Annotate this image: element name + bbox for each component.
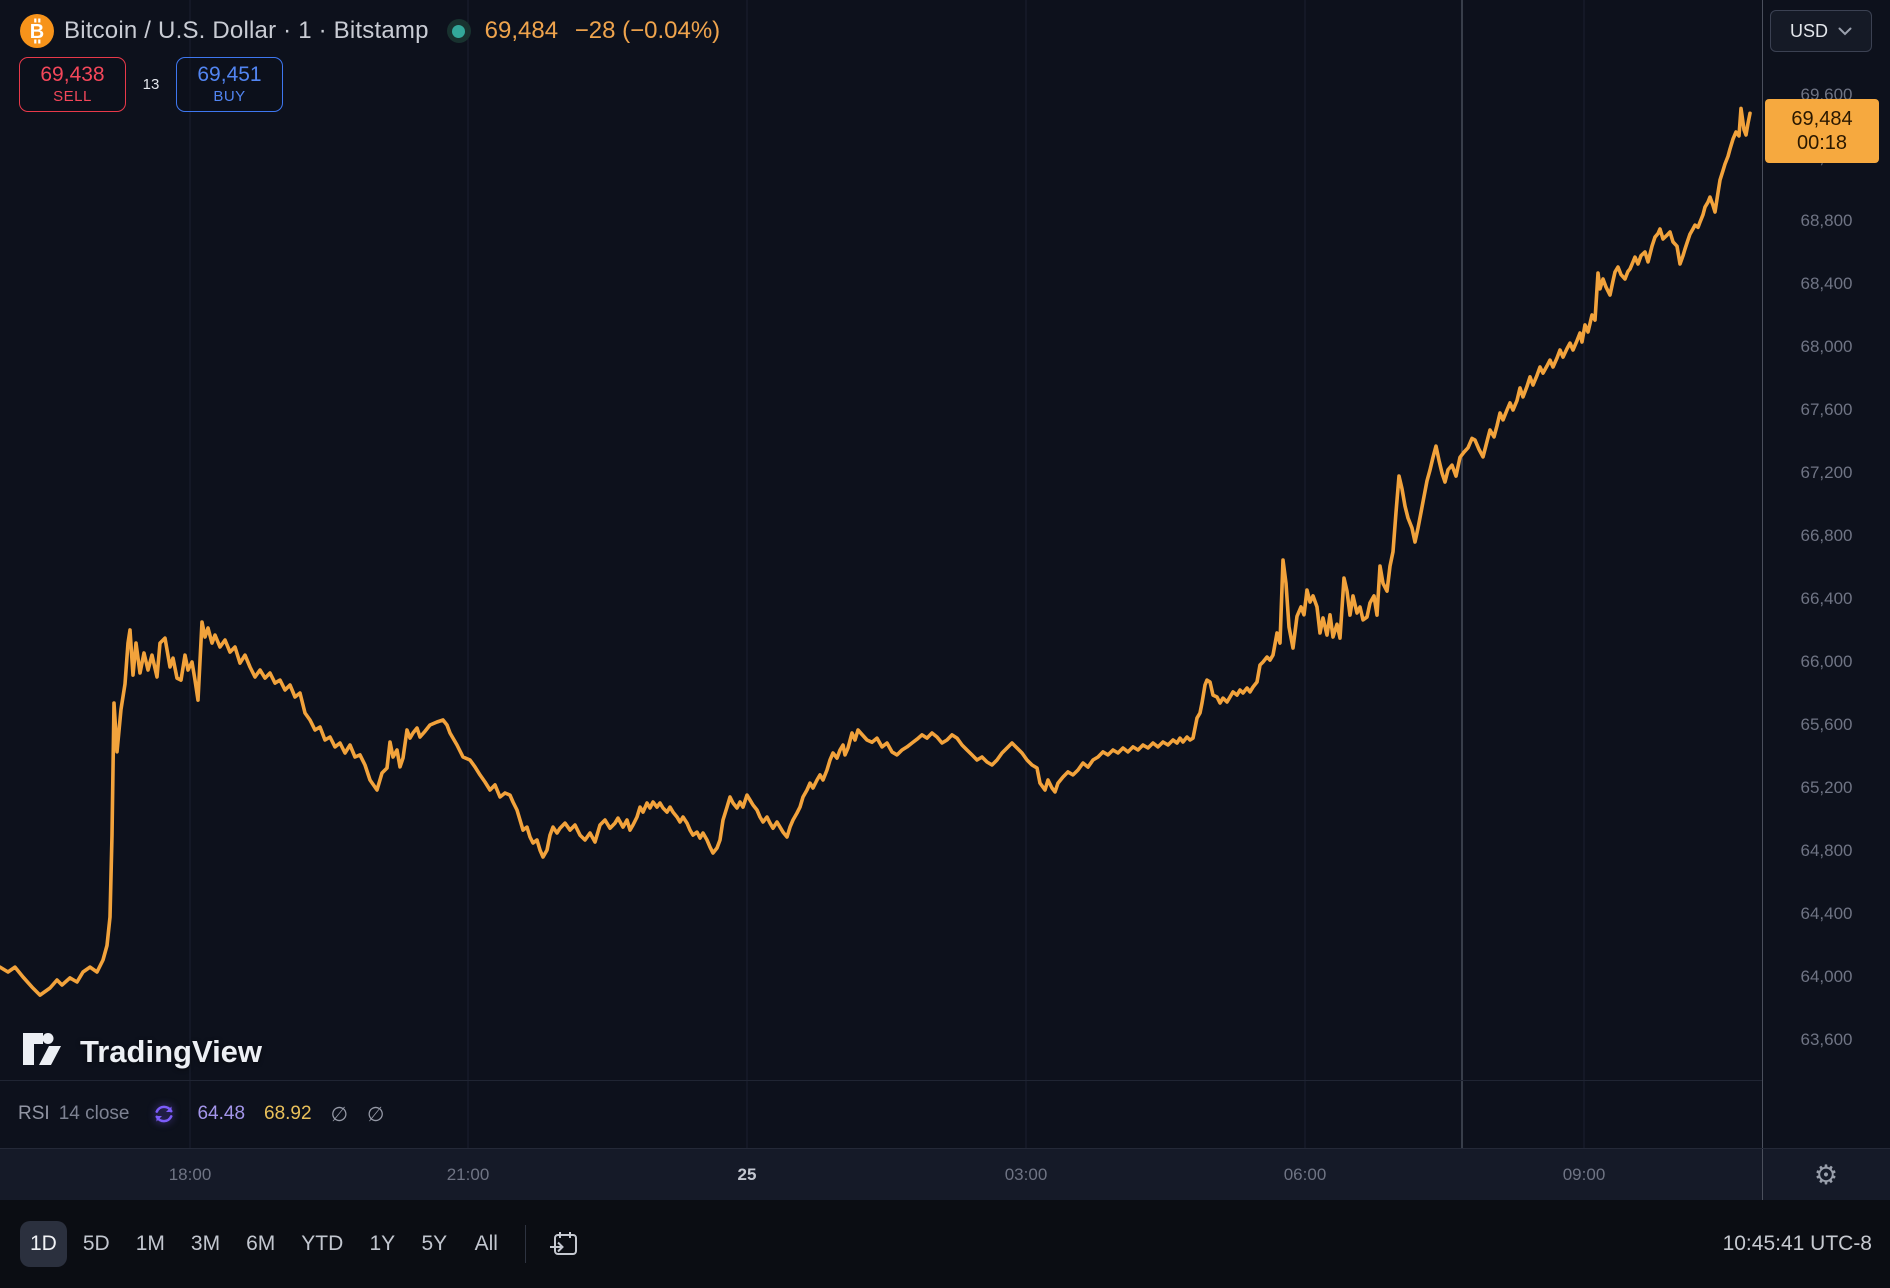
empty-set-icon: ∅ bbox=[366, 1103, 385, 1126]
range-button-1m[interactable]: 1M bbox=[135, 1232, 165, 1255]
symbol-title[interactable]: Bitcoin / U.S. Dollar · 1 · Bitstamp bbox=[64, 17, 429, 44]
bitcoin-icon: B bbox=[20, 14, 54, 48]
last-price-label: 69,484 00:18 bbox=[1765, 99, 1879, 163]
price-axis-label: 68,800 bbox=[1800, 211, 1853, 230]
buy-button[interactable]: 69,451 BUY bbox=[176, 57, 283, 112]
price-axis-label: 65,600 bbox=[1800, 715, 1853, 734]
sell-price: 69,438 bbox=[40, 63, 105, 86]
price-axis-label: 68,000 bbox=[1800, 337, 1853, 356]
price-axis-label: 66,000 bbox=[1800, 652, 1853, 671]
price-axis-label: 64,000 bbox=[1800, 967, 1853, 986]
time-axis-divider bbox=[1762, 1149, 1763, 1201]
clock-timezone[interactable]: 10:45:41 UTC-8 bbox=[1722, 1232, 1872, 1255]
chevron-down-icon bbox=[1838, 27, 1852, 35]
time-axis-label: 03:00 bbox=[1004, 1164, 1048, 1184]
price-axis-label: 63,600 bbox=[1800, 1030, 1853, 1049]
tradingview-watermark: TradingView bbox=[22, 1032, 262, 1072]
price-axis-label: 64,800 bbox=[1800, 841, 1853, 860]
price-axis-label: 66,800 bbox=[1800, 526, 1853, 545]
time-axis-label: 25 bbox=[737, 1164, 757, 1184]
pane-divider[interactable] bbox=[0, 1080, 1762, 1081]
toolbar-divider bbox=[525, 1225, 527, 1263]
currency-label: USD bbox=[1789, 20, 1828, 41]
time-axis-label: 06:00 bbox=[1283, 1164, 1327, 1184]
price-axis-label: 67,600 bbox=[1800, 400, 1853, 419]
sell-button[interactable]: 69,438 SELL bbox=[19, 57, 126, 112]
range-button-3m[interactable]: 3M bbox=[190, 1232, 221, 1255]
range-button-1d[interactable]: 1D bbox=[20, 1221, 67, 1267]
price-axis-label: 68,400 bbox=[1800, 274, 1853, 293]
price-chart-plot[interactable] bbox=[0, 0, 1762, 1148]
currency-dropdown[interactable]: USD bbox=[1770, 10, 1872, 52]
range-button-6m[interactable]: 6M bbox=[246, 1232, 276, 1255]
tradingview-logo-icon bbox=[23, 1033, 61, 1065]
price-axis-label: 66,400 bbox=[1800, 589, 1853, 608]
price-axis-label: 64,400 bbox=[1800, 904, 1853, 923]
indicator-name: RSI bbox=[18, 1103, 50, 1124]
time-axis-label: 21:00 bbox=[446, 1164, 490, 1184]
watermark-text: TradingView bbox=[80, 1034, 263, 1069]
time-axis-label: 09:00 bbox=[1562, 1164, 1606, 1184]
range-button-1y[interactable]: 1Y bbox=[369, 1232, 396, 1255]
rsi-value: 64.48 bbox=[197, 1103, 246, 1124]
price-axis[interactable]: 69,484 00:18 69,60069,20068,80068,40068,… bbox=[1762, 0, 1890, 1148]
market-status-icon[interactable] bbox=[446, 19, 471, 43]
range-button-ytd[interactable]: YTD bbox=[301, 1232, 344, 1255]
last-price-quote: 69,484 −28 (−0.04%) bbox=[485, 17, 721, 45]
quote-price: 69,484 bbox=[484, 17, 559, 44]
range-button-all[interactable]: All bbox=[474, 1232, 498, 1255]
quote-change: −28 (−0.04%) bbox=[574, 17, 721, 44]
svg-text:B: B bbox=[30, 21, 44, 43]
gear-icon[interactable]: ⚙ bbox=[1813, 1159, 1839, 1190]
rsi-ma-value: 68.92 bbox=[264, 1103, 312, 1124]
symbol-legend[interactable]: B Bitcoin / U.S. Dollar · 1 · Bitstamp 6… bbox=[20, 14, 720, 48]
bar-countdown: 00:18 bbox=[1796, 132, 1848, 154]
bottom-toolbar: 1D 5D 1M 3M 6M YTD 1Y 5Y All 10:45:41 UTC-8 bbox=[0, 1200, 1890, 1288]
range-button-5y[interactable]: 5Y bbox=[421, 1232, 448, 1255]
spread-value: 13 bbox=[142, 76, 160, 93]
indicator-params: 14 close bbox=[58, 1103, 130, 1124]
time-axis[interactable]: ⚙ 18:00 21:00 25 03:00 06:00 09:00 bbox=[0, 1148, 1890, 1201]
go-to-date-button[interactable] bbox=[542, 1222, 586, 1266]
price-axis-label: 67,200 bbox=[1800, 463, 1853, 482]
last-price-value: 69,484 bbox=[1791, 108, 1853, 130]
price-line-series bbox=[0, 106, 1752, 997]
refresh-icon[interactable] bbox=[152, 1102, 176, 1126]
price-axis-label: 65,200 bbox=[1800, 778, 1853, 797]
buy-price: 69,451 bbox=[197, 63, 262, 86]
trade-buttons: 69,438 SELL 13 69,451 BUY bbox=[19, 57, 283, 112]
empty-set-icon: ∅ bbox=[330, 1103, 348, 1126]
sell-label: SELL bbox=[53, 88, 92, 105]
indicator-legend-rsi[interactable]: RSI 14 close 64.48 68.92 ∅ ∅ bbox=[18, 1094, 384, 1134]
buy-label: BUY bbox=[213, 88, 246, 105]
range-button-5d[interactable]: 5D bbox=[82, 1232, 110, 1255]
date-range-switcher: 1D 5D 1M 3M 6M YTD 1Y 5Y All bbox=[20, 1221, 515, 1267]
time-axis-label: 18:00 bbox=[168, 1164, 212, 1184]
